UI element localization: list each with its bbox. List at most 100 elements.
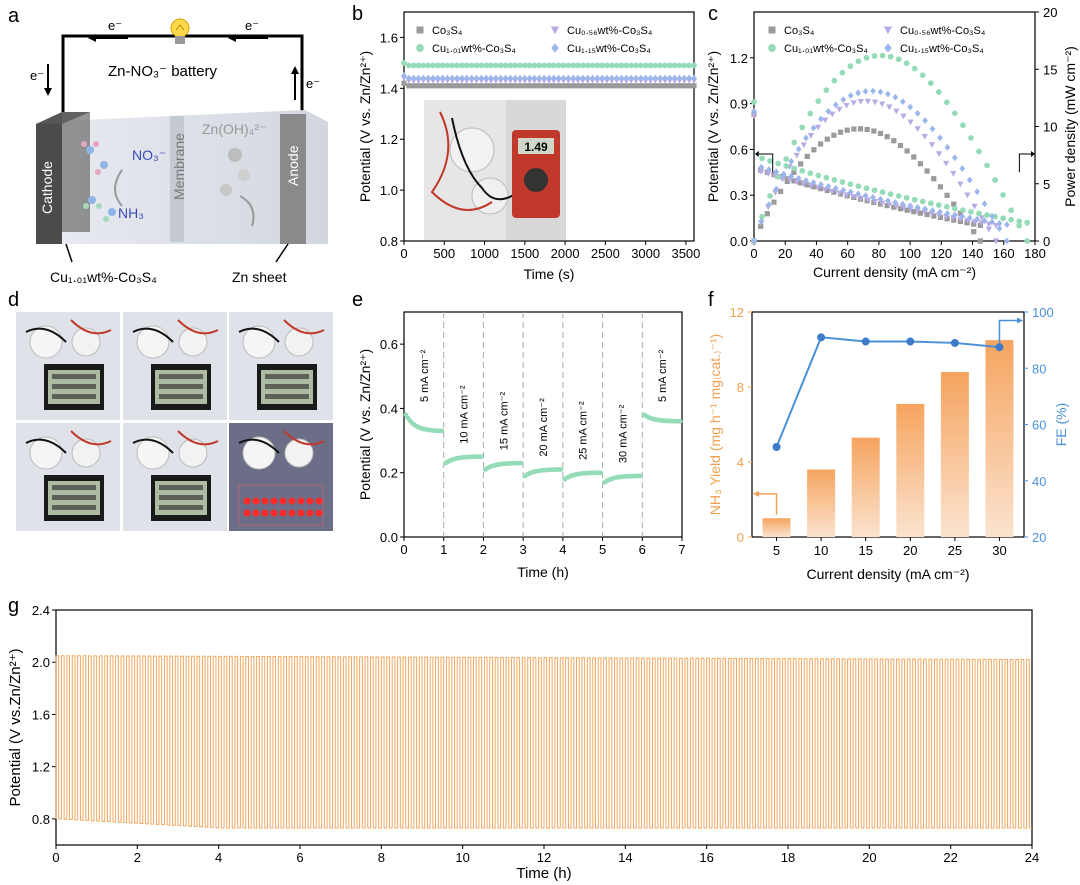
membrane-label: Membrane bbox=[171, 133, 187, 200]
potential-point bbox=[944, 216, 950, 222]
power-point bbox=[922, 117, 928, 124]
data-point bbox=[618, 74, 625, 82]
electrolyzer-cell bbox=[136, 325, 170, 359]
left-axis-arrowhead bbox=[755, 150, 759, 157]
power-point bbox=[829, 111, 836, 118]
black-wire bbox=[25, 327, 67, 343]
data-point bbox=[526, 74, 533, 82]
left-axis-arrow bbox=[755, 153, 774, 173]
potential-point bbox=[855, 183, 862, 190]
potential-point bbox=[996, 219, 1003, 227]
potential-point bbox=[857, 195, 864, 202]
potential-point bbox=[924, 211, 930, 218]
x-axis-label: Time (s) bbox=[524, 266, 575, 282]
power-point bbox=[885, 90, 891, 98]
data-point bbox=[633, 74, 639, 82]
y-axis-label: NH₃ Yield (mg h⁻¹ mg₍cat.₎⁻¹) bbox=[707, 334, 723, 515]
segment-1: 10 mA cm⁻² bbox=[443, 385, 484, 466]
x-tick-label: 20 bbox=[862, 850, 876, 865]
data-point bbox=[633, 83, 639, 89]
zincate-label: Zn(OH)₄²⁻ bbox=[202, 121, 266, 137]
fe-point bbox=[906, 337, 915, 346]
x-tick-label: 18 bbox=[781, 850, 795, 865]
power-point bbox=[893, 108, 900, 115]
x-tick-label: 22 bbox=[943, 850, 957, 865]
data-point bbox=[439, 74, 446, 82]
power-point bbox=[935, 89, 942, 95]
data-point bbox=[613, 62, 620, 69]
segment-2: 15 mA cm⁻² bbox=[483, 392, 524, 472]
power-point bbox=[989, 212, 995, 220]
potential-point bbox=[843, 192, 850, 199]
power-point bbox=[966, 176, 973, 184]
series-2 bbox=[401, 60, 697, 69]
potential-point bbox=[765, 171, 772, 177]
data-point bbox=[522, 83, 528, 89]
y2-axis-label: Power density (mW cm⁻²) bbox=[1062, 46, 1078, 207]
data-point bbox=[623, 83, 629, 89]
power-point bbox=[924, 168, 930, 174]
x-axis-label: Current density (mA cm⁻²) bbox=[807, 566, 970, 582]
y-tick-label: 0.0 bbox=[380, 530, 398, 545]
power-point bbox=[836, 106, 843, 113]
data-point bbox=[589, 83, 596, 89]
power-point bbox=[839, 69, 846, 76]
power-point bbox=[799, 124, 806, 131]
potential-point bbox=[799, 168, 806, 174]
power-point bbox=[871, 99, 879, 106]
potential-point bbox=[951, 211, 958, 219]
battery-label: Zn-NO₃⁻ battery bbox=[108, 63, 218, 80]
potential-point bbox=[798, 180, 804, 186]
red-wire bbox=[283, 319, 325, 335]
y-tick-label: 0.8 bbox=[380, 234, 398, 249]
yield-bar bbox=[940, 372, 969, 537]
power-point bbox=[791, 139, 798, 146]
data-point bbox=[565, 74, 572, 82]
data-point bbox=[657, 74, 664, 82]
electrolyzer-cell bbox=[178, 327, 208, 357]
potential-point bbox=[1004, 221, 1010, 229]
data-point bbox=[507, 62, 514, 69]
data-point bbox=[531, 83, 538, 89]
black-wire bbox=[132, 327, 174, 343]
data-point bbox=[551, 83, 557, 89]
panel-e: e 0 1 2 3 4 5 6 7 0.0 0.2 0.4 0.6 Time (h) Potential … bbox=[352, 289, 686, 580]
potential-point bbox=[831, 177, 838, 183]
power-point bbox=[807, 133, 815, 139]
potential-point bbox=[984, 212, 990, 218]
y-tick-label: 0.0 bbox=[730, 234, 748, 249]
x-tick-label: 0 bbox=[400, 542, 407, 557]
electron-label-1: e⁻ bbox=[108, 18, 122, 33]
data-point bbox=[594, 83, 600, 89]
x-tick-label: 5 bbox=[599, 542, 606, 557]
y-tick-label: 4 bbox=[737, 455, 744, 470]
data-point bbox=[686, 83, 692, 89]
y-tick-label: 1.0 bbox=[380, 183, 398, 198]
black-wire bbox=[25, 438, 67, 454]
power-point bbox=[817, 141, 824, 147]
x-tick-label: 5 bbox=[773, 543, 780, 558]
x-tick-label: 24 bbox=[1025, 850, 1039, 865]
potential-point bbox=[803, 177, 809, 184]
legend-label: Cu₁.₀₁wt%-Co₃S₄ bbox=[784, 43, 868, 55]
data-point bbox=[468, 74, 475, 82]
y-axis-label: Potential (V vs.Zn/Zn²⁺) bbox=[7, 649, 24, 807]
potential-point bbox=[921, 209, 928, 216]
data-point bbox=[410, 74, 417, 82]
data-point bbox=[671, 62, 678, 69]
electrolyzer-cell bbox=[136, 436, 170, 470]
data-point bbox=[512, 74, 519, 82]
data-point bbox=[518, 460, 524, 466]
data-point bbox=[676, 62, 683, 69]
led-light bbox=[315, 497, 323, 505]
power-point bbox=[798, 161, 804, 167]
x-tick-label: 1500 bbox=[510, 246, 539, 261]
power-point bbox=[977, 238, 983, 244]
x-tick-label: 3000 bbox=[631, 246, 660, 261]
lcd-digits bbox=[159, 505, 203, 510]
fe-point bbox=[950, 338, 959, 347]
potential-point bbox=[759, 155, 765, 162]
data-point bbox=[633, 62, 639, 69]
data-point bbox=[558, 467, 564, 472]
potential-point bbox=[864, 197, 871, 204]
